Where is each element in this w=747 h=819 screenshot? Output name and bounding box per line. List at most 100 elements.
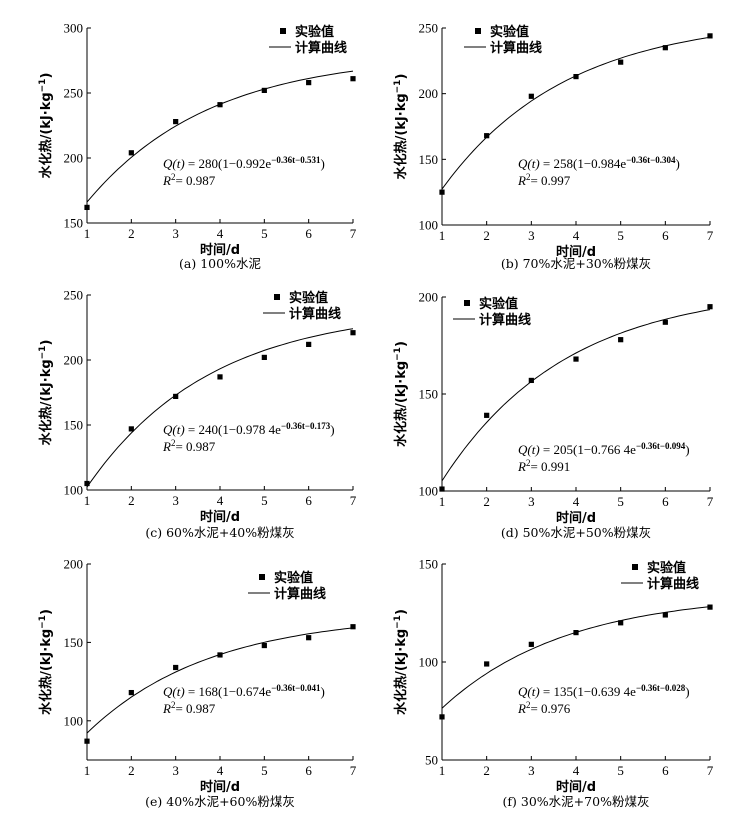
panel-caption: (a) 100%水泥 (179, 256, 261, 271)
fit-curve-line (86, 328, 354, 488)
legend-marker-icon (464, 300, 470, 306)
legend-line-label: 计算曲线 (289, 306, 341, 322)
data-point (662, 319, 668, 325)
fit-equation: Q(t) = 135(1−0.639 4e−0.36t−0.028) (518, 683, 690, 699)
fit-equation: Q(t) = 168(1−0.674e−0.36t−0.041) (163, 683, 325, 699)
chart-panel-1: 1 2 3 4 5 6 7 150 200 250 300 时间/d 水化热/(kJ·kg−1) (a) … (38, 21, 357, 272)
x-tick-label: 7 (707, 763, 714, 778)
panel-caption: (b) 70%水泥+30%粉煤灰 (501, 256, 651, 271)
data-point (528, 377, 534, 384)
x-tick-label: 7 (350, 493, 357, 508)
fit-equation: Q(t) = 280(1−0.992e−0.36t−0.531) (163, 155, 325, 171)
panel-caption: (d) 50%水泥+50%粉煤灰 (501, 525, 651, 540)
x-axis-label: 时间/d (200, 509, 240, 525)
y-tick-label: 200 (64, 557, 84, 572)
r-squared: R2= 0.987 (162, 172, 216, 188)
data-point (573, 73, 579, 80)
x-tick-label: 2 (128, 493, 135, 508)
x-tick-label: 4 (573, 494, 580, 509)
y-tick-label: 150 (419, 557, 439, 572)
fit-curve-line (86, 627, 354, 734)
y-axis-label: 水化热/(kJ·kg−1) (38, 73, 54, 179)
x-tick-label: 6 (305, 763, 312, 778)
x-tick-label: 5 (617, 228, 624, 243)
data-point (573, 630, 579, 636)
panel-caption: (e) 40%水泥+60%粉煤灰 (145, 794, 295, 809)
data-point (707, 304, 713, 310)
x-tick-label: 4 (217, 226, 224, 241)
data-point (528, 93, 534, 99)
legend-marker-label: 实验值 (647, 560, 686, 576)
y-tick-label: 100 (419, 655, 439, 670)
y-tick-label: 100 (419, 218, 439, 233)
x-tick-label: 6 (305, 493, 312, 508)
x-tick-label: 1 (439, 763, 446, 778)
x-tick-label: 3 (528, 228, 535, 243)
y-tick-label: 200 (64, 353, 84, 368)
fit-equation: Q(t) = 258(1−0.984e−0.36t−0.304) (518, 155, 680, 171)
data-point (217, 652, 223, 658)
x-tick-label: 1 (84, 763, 91, 778)
legend-line-label: 计算曲线 (274, 586, 326, 602)
y-axis-label: 水化热/(kJ·kg−1) (38, 609, 54, 715)
x-tick-label: 3 (528, 494, 535, 509)
data-point (128, 689, 134, 696)
chart-panel-6: 1 2 3 4 5 6 7 50 100 150 时间/d 水化热/(kJ·kg−1) (f) 30%水… (393, 557, 714, 810)
x-tick-label: 1 (84, 493, 91, 508)
x-tick-label: 3 (172, 493, 179, 508)
y-tick-label: 300 (64, 21, 84, 36)
data-point (484, 133, 490, 139)
data-point (261, 354, 267, 360)
data-point (618, 620, 624, 626)
x-tick-label: 6 (662, 228, 669, 243)
x-axis-label: 时间/d (200, 779, 240, 795)
x-tick-label: 4 (217, 493, 224, 508)
y-axis-label: 水化热/(kJ·kg−1) (393, 341, 409, 447)
chart-panel-4: 1 2 3 4 5 6 7 100 150 200 时间/d 水化热/(kJ·kg−1) (d) 50%… (393, 290, 714, 541)
x-tick-label: 2 (128, 226, 135, 241)
x-tick-label: 7 (707, 228, 714, 243)
x-tick-label: 2 (128, 763, 135, 778)
y-tick-label: 150 (64, 216, 84, 231)
legend-line-label: 计算曲线 (490, 40, 542, 56)
x-tick-label: 4 (573, 763, 580, 778)
data-point (350, 76, 356, 82)
r-squared: R2= 0.991 (517, 458, 570, 474)
y-tick-label: 100 (64, 483, 84, 498)
data-point (439, 486, 445, 492)
x-tick-label: 5 (261, 226, 268, 241)
y-tick-label: 200 (64, 151, 84, 166)
legend-line-label: 计算曲线 (479, 312, 531, 328)
data-point (217, 374, 223, 380)
y-tick-label: 100 (419, 484, 439, 499)
legend-marker-icon (475, 28, 481, 34)
x-axis-label: 时间/d (556, 244, 596, 260)
fit-equation: Q(t) = 205(1−0.766 4e−0.36t−0.094) (518, 441, 690, 457)
x-tick-label: 6 (662, 763, 669, 778)
data-point (484, 412, 490, 418)
data-point (439, 189, 445, 195)
data-point (84, 738, 90, 744)
x-tick-label: 5 (617, 763, 624, 778)
data-point (128, 150, 134, 156)
legend-marker-label: 实验值 (479, 296, 518, 312)
data-point (217, 102, 223, 108)
data-point (84, 204, 90, 210)
data-point (528, 641, 534, 647)
x-tick-label: 4 (217, 763, 224, 778)
data-point (306, 80, 312, 86)
data-point (173, 393, 179, 399)
x-tick-label: 6 (662, 494, 669, 509)
y-tick-label: 150 (419, 152, 439, 167)
y-tick-label: 150 (419, 387, 439, 402)
panel-caption: (c) 60%水泥+40%粉煤灰 (145, 525, 294, 540)
data-point (573, 356, 579, 362)
data-point (662, 612, 668, 618)
x-tick-label: 6 (305, 226, 312, 241)
legend-marker-icon (274, 294, 280, 300)
data-point (439, 714, 445, 720)
x-tick-label: 1 (439, 494, 446, 509)
data-point (484, 661, 490, 667)
y-tick-label: 250 (419, 21, 439, 36)
